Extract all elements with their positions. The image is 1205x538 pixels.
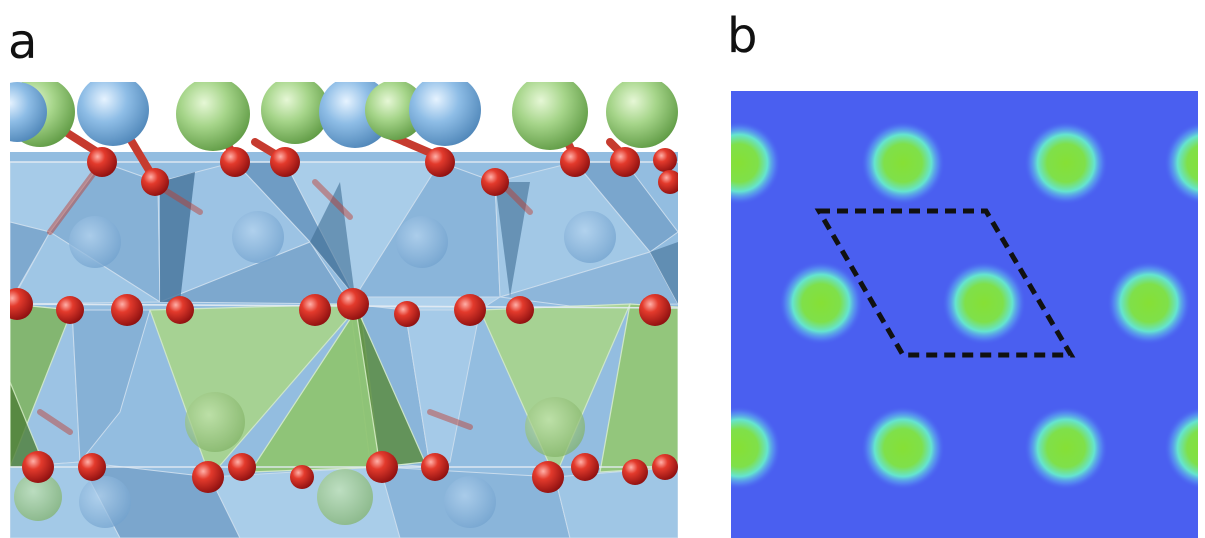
panel-label-b: b — [727, 8, 758, 64]
inner-cations-lower — [14, 392, 585, 528]
unit-cell-outline — [814, 208, 1076, 358]
oxygen-atoms-middle-row — [10, 288, 671, 327]
oxygen-atoms-top-row — [87, 147, 678, 196]
crystal-structure-panel — [10, 82, 678, 538]
crystal-structure-image — [10, 82, 678, 538]
surface-cations — [10, 82, 678, 151]
density-maxima — [731, 121, 1198, 490]
oxygen-atoms-bottom-row — [22, 451, 678, 493]
inner-cations-upper — [69, 211, 616, 268]
surface-density-map-panel — [731, 91, 1198, 538]
dark-facets-upper — [160, 172, 678, 304]
surface-density-map — [731, 91, 1198, 538]
panel-label-a: a — [8, 14, 38, 70]
